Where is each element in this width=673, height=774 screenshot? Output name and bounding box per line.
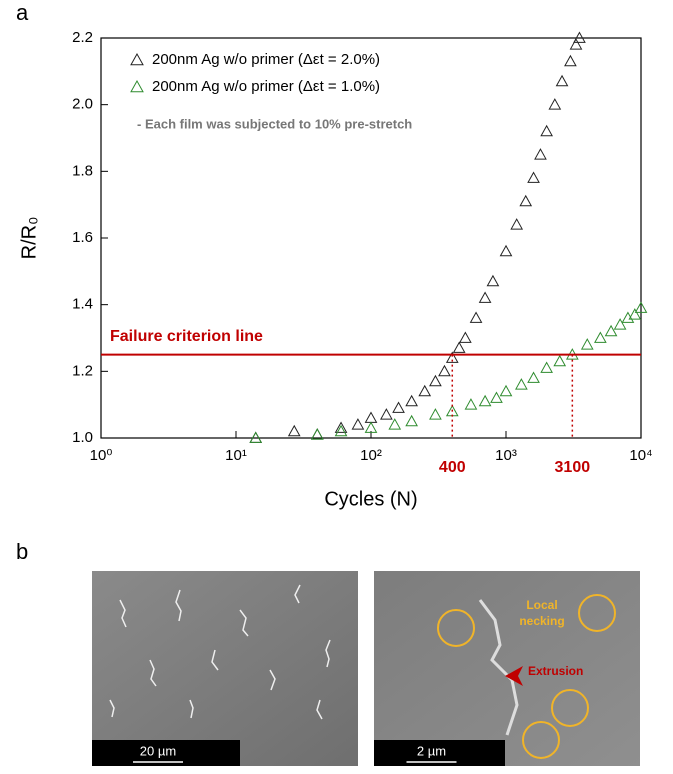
x-tick-label: 10¹ — [225, 447, 247, 464]
legend-label: 200nm Ag w/o primer (Δεt = 1.0%) — [152, 78, 380, 95]
scale-bar-label: 2 µm — [417, 743, 446, 758]
marker — [501, 246, 512, 256]
marker — [454, 343, 465, 353]
marker — [406, 396, 417, 406]
legend-label: 200nm Ag w/o primer (Δεt = 2.0%) — [152, 51, 380, 68]
marker — [366, 413, 377, 423]
y-tick-label: 1.6 — [72, 229, 93, 246]
x-axis-label: Cycles (N) — [324, 488, 417, 510]
marker — [471, 313, 482, 323]
marker — [439, 366, 450, 376]
marker — [460, 333, 471, 343]
marker — [352, 419, 363, 429]
marker — [406, 416, 417, 426]
marker — [511, 219, 522, 229]
y-tick-label: 1.8 — [72, 162, 93, 179]
marker — [419, 386, 430, 396]
annotation: Extrusion — [528, 664, 583, 678]
scale-bar-label: 20 µm — [140, 743, 176, 758]
marker — [336, 423, 347, 433]
y-tick-label: 2.0 — [72, 96, 93, 113]
marker — [528, 373, 539, 383]
y-tick-label: 1.4 — [72, 296, 93, 313]
annotation: necking — [519, 614, 564, 628]
legend-marker — [131, 54, 143, 65]
sem-image — [92, 571, 358, 766]
threshold-label: 400 — [439, 459, 466, 476]
marker — [565, 56, 576, 66]
marker — [501, 386, 512, 396]
marker — [557, 76, 568, 86]
note: - Each film was subjected to 10% pre-str… — [137, 116, 412, 131]
figure: a b 20 µm 2 µm Local necking Extrusion 10⁰ 10… — [0, 0, 673, 769]
marker — [430, 376, 441, 386]
panel-label: a — [16, 0, 29, 25]
marker — [487, 276, 498, 286]
y-tick-label: 2.2 — [72, 29, 93, 46]
threshold-label: 3100 — [555, 459, 591, 476]
failure-label: Failure criterion line — [110, 328, 263, 345]
y-axis-label: R/R₀ — [18, 217, 40, 260]
marker — [465, 399, 476, 409]
marker — [289, 426, 300, 436]
marker — [520, 196, 531, 206]
marker — [480, 293, 491, 303]
marker — [393, 403, 404, 413]
marker — [549, 99, 560, 109]
y-tick-label: 1.0 — [72, 429, 93, 446]
marker — [582, 339, 593, 349]
marker — [535, 149, 546, 159]
marker — [554, 356, 565, 366]
y-tick-label: 1.2 — [72, 362, 93, 379]
marker — [516, 379, 527, 389]
marker — [606, 326, 617, 336]
marker — [570, 39, 581, 49]
x-tick-label: 10² — [360, 447, 382, 464]
x-tick-label: 10³ — [495, 447, 517, 464]
marker — [528, 173, 539, 183]
marker — [430, 409, 441, 419]
marker — [389, 419, 400, 429]
marker — [491, 393, 502, 403]
x-tick-label: 10⁰ — [90, 447, 113, 464]
sem-image — [374, 571, 640, 766]
marker — [541, 126, 552, 136]
marker — [366, 423, 377, 433]
marker — [336, 426, 347, 436]
panel-label: b — [16, 539, 28, 564]
marker — [381, 409, 392, 419]
marker — [541, 363, 552, 373]
annotation: Local — [526, 598, 557, 612]
x-tick-label: 10⁴ — [629, 447, 652, 464]
plot-frame — [101, 38, 641, 438]
marker — [480, 396, 491, 406]
marker — [595, 333, 606, 343]
legend-marker — [131, 81, 143, 92]
